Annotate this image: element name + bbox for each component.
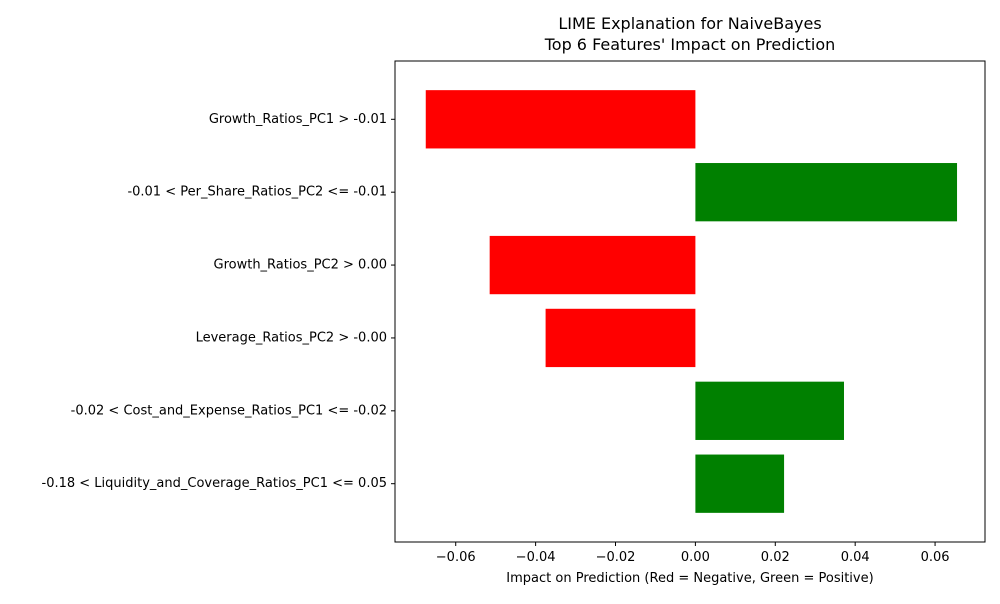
x-tick-label: −0.06 — [436, 550, 476, 565]
x-tick-label: 0.04 — [841, 550, 870, 565]
chart-subtitle: Top 6 Features' Impact on Prediction — [544, 35, 836, 54]
bar-3 — [489, 235, 696, 295]
x-axis-label: Impact on Prediction (Red = Negative, Gr… — [506, 571, 873, 586]
x-tick-label: −0.04 — [516, 550, 556, 565]
plot-area: Growth_Ratios_PC1 > -0.01 -0.01 < Per_Sha… — [42, 90, 958, 565]
bar-5 — [695, 381, 844, 440]
bar-2 — [695, 163, 958, 222]
x-tick-label: −0.02 — [596, 550, 636, 565]
y-tick-label: -0.02 < Cost_and_Expense_Ratios_PC1 <= -… — [71, 403, 387, 418]
bar-4 — [545, 308, 696, 368]
y-tick-label: -0.18 < Liquidity_and_Coverage_Ratios_PC… — [42, 476, 387, 491]
x-tick-label: 0.00 — [681, 550, 710, 565]
y-tick-label: Growth_Ratios_PC1 > -0.01 — [209, 112, 387, 127]
bar-1 — [425, 90, 696, 149]
x-tick-label: 0.02 — [761, 550, 790, 565]
chart-title: LIME Explanation for NaiveBayes — [558, 14, 821, 33]
x-tick-label: 0.06 — [921, 550, 950, 565]
y-tick-label: -0.01 < Per_Share_Ratios_PC2 <= -0.01 — [127, 185, 387, 200]
y-tick-label: Growth_Ratios_PC2 > 0.00 — [214, 258, 388, 273]
bar-6 — [695, 454, 785, 513]
plot-frame — [394, 60, 986, 543]
y-tick-label: Leverage_Ratios_PC2 > -0.00 — [196, 330, 387, 345]
